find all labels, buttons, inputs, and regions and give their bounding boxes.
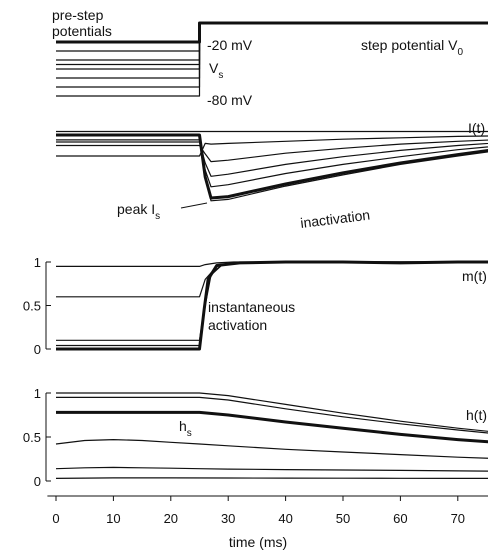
inactivation-trace-0: [56, 410, 488, 444]
current-trace-label: I(t): [468, 120, 485, 136]
top-prestep-value: -20 mV: [207, 37, 253, 53]
activation-trace-3: [56, 261, 488, 298]
inactivation-tick-label-2: 1: [34, 386, 41, 401]
current-panel: I(t) peak Is inactivation: [56, 120, 488, 231]
activation-panel: 00.51 m(t) instantaneous activation: [23, 255, 488, 357]
current-trace-5: [56, 135, 488, 157]
hs-label-main: h: [179, 418, 187, 434]
inactivation-annotation: inactivation: [299, 207, 370, 231]
time-tick-label-5: 50: [336, 511, 350, 526]
current-trace-1: [56, 134, 488, 202]
hs-label: hs: [179, 418, 192, 439]
inactivation-trace-4: [55, 466, 488, 472]
current-trace-3: [56, 141, 488, 177]
voltage-traces: [56, 21, 488, 97]
hs-label-sub: s: [187, 428, 192, 439]
time-axis-label: time (ms): [229, 534, 287, 550]
inactivation-trace-5: [55, 477, 488, 479]
time-tick-label-0: 0: [52, 511, 59, 526]
peak-current-main: peak I: [117, 201, 155, 217]
activation-tick-label-0: 0: [34, 342, 41, 357]
activation-y-axis: 00.51: [23, 255, 51, 357]
step-potential-label: step potential V0: [361, 37, 464, 58]
vs-label-sub: s: [218, 70, 223, 81]
inactivation-y-axis: 00.51: [23, 386, 51, 489]
time-axis: 0 10 20 30 40 50 60 70: [47, 495, 488, 526]
peak-current-label: peak Is: [117, 201, 160, 222]
inactivation-traces: [55, 392, 488, 479]
activation-trace-label: m(t): [462, 268, 487, 284]
bottom-prestep-value: -80 mV: [207, 92, 253, 108]
vs-label: Vs: [209, 60, 223, 81]
prestep-label-line2: potentials: [52, 23, 112, 39]
activation-traces: [56, 260, 488, 351]
voltage-panel: pre-step potentials -20 mV Vs -80 mV ste…: [52, 7, 488, 108]
inactivation-tick-label-0: 0: [34, 474, 41, 489]
activation-tick-label-2: 1: [34, 255, 41, 270]
activation-annotation-line2: activation: [208, 317, 267, 333]
inactivation-trace-1: [56, 392, 488, 432]
voltage-trace-7: [56, 22, 488, 97]
inactivation-tick-label-1: 0.5: [23, 430, 41, 445]
peak-pointer: [180, 202, 208, 209]
inactivation-trace-2: [56, 396, 488, 434]
activation-tick-label-1: 0.5: [23, 299, 41, 314]
inactivation-trace-label: h(t): [466, 407, 487, 423]
time-tick-label-3: 30: [221, 511, 235, 526]
current-traces: [56, 130, 488, 202]
current-trace-2: [56, 139, 488, 188]
time-tick-label-4: 40: [278, 511, 292, 526]
step-potential-main: step potential V: [361, 37, 458, 53]
inactivation-panel: 00.51 h(t) hs: [23, 386, 488, 489]
inactivation-trace-3: [55, 439, 488, 459]
time-tick-label-7: 70: [451, 511, 465, 526]
activation-trace-4: [56, 261, 488, 267]
time-tick-label-1: 10: [106, 511, 120, 526]
vs-label-main: V: [209, 60, 219, 76]
activation-annotation-line1: instantaneous: [208, 299, 295, 315]
step-potential-sub: 0: [458, 47, 464, 58]
peak-current-sub: s: [155, 211, 160, 222]
time-tick-label-2: 20: [164, 511, 178, 526]
time-tick-label-6: 60: [393, 511, 407, 526]
prestep-label-line1: pre-step: [52, 7, 104, 23]
